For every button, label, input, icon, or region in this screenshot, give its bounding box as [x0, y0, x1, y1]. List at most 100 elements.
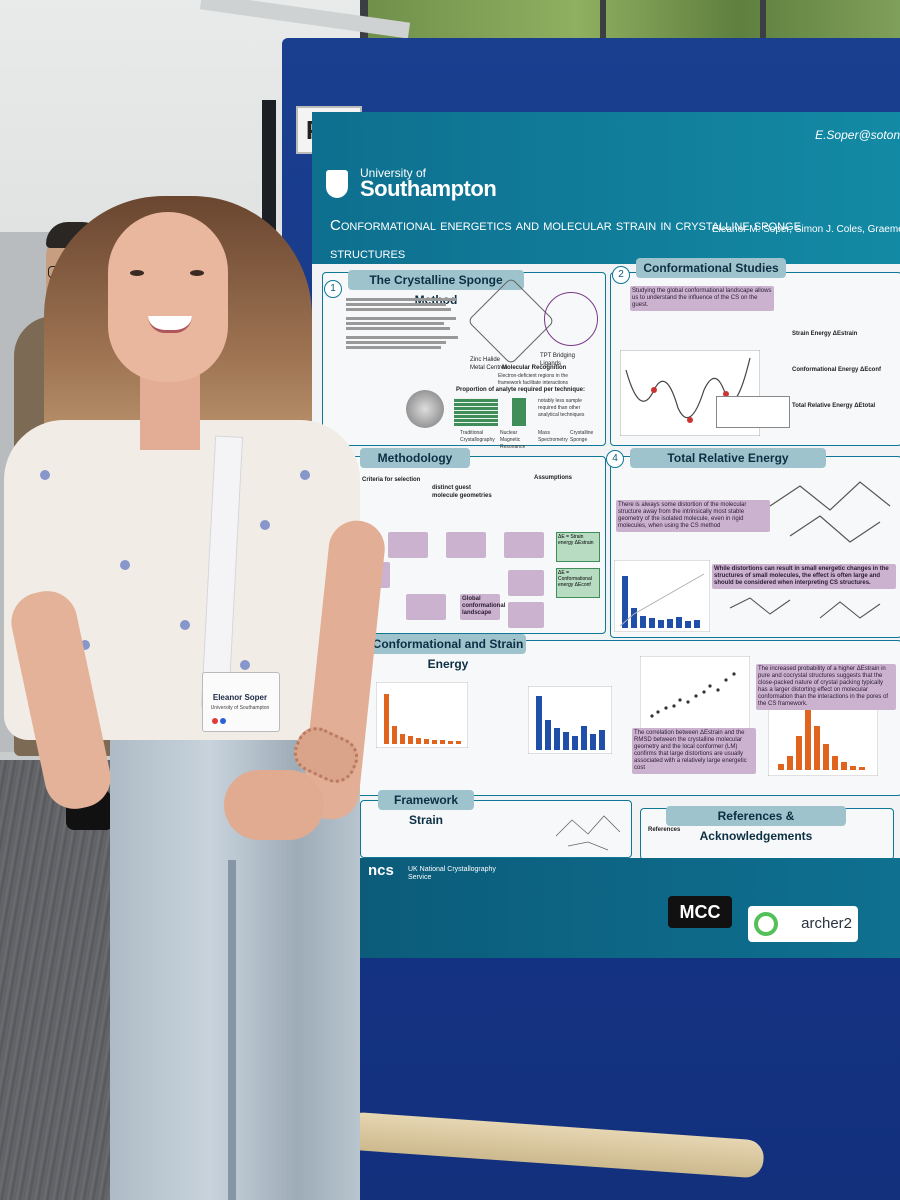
flower-print	[120, 560, 130, 570]
framework-molecule	[555, 815, 621, 851]
assumptions-label: Assumptions	[534, 475, 573, 481]
histogram-bar	[694, 620, 700, 628]
section-title: Total Relative Energy	[630, 448, 826, 468]
histogram-bar	[778, 764, 784, 770]
scatter-point	[672, 704, 676, 708]
scatter-point	[686, 700, 690, 704]
histogram-bar	[572, 736, 578, 750]
crystallography-grid	[454, 398, 498, 426]
histogram-bar	[631, 608, 637, 628]
section-title: The Crystalline Sponge Method	[348, 270, 524, 307]
histogram-bar	[649, 618, 655, 628]
histogram-bar	[440, 740, 445, 744]
notably-label: notably less sample required than other …	[538, 398, 585, 418]
histogram-bar	[581, 726, 587, 750]
histogram-bar	[832, 756, 838, 770]
technique-label: Crystalline Sponge	[570, 430, 594, 443]
histogram-bar	[392, 726, 397, 744]
histogram-bar	[424, 739, 429, 744]
section-title: References & Acknowledgements	[666, 806, 846, 843]
presenter-hands	[224, 770, 324, 840]
flower-print	[300, 470, 310, 480]
molecule-overlay	[769, 481, 891, 543]
university-prefix: University of	[360, 166, 427, 180]
histogram-bar	[545, 720, 551, 750]
histogram-bar	[384, 694, 389, 744]
university-name: Southampton	[360, 176, 497, 201]
strain-label: Strain Energy ΔEstrain	[792, 331, 858, 337]
flow-box	[388, 532, 428, 558]
histogram-bar	[640, 616, 646, 628]
histogram-bar	[805, 710, 811, 770]
flow-box	[508, 602, 544, 628]
crest-icon	[326, 170, 348, 198]
presenter-eye	[190, 270, 204, 276]
presenter-smile	[148, 316, 192, 333]
poster-authors: Eleanor M. Soper, Simon J. Coles, Graeme…	[712, 224, 900, 235]
histogram-bar	[658, 620, 664, 628]
scatter-point	[656, 710, 660, 714]
histogram-bar	[859, 767, 865, 770]
histogram-bar	[796, 736, 802, 770]
histogram-bar	[676, 617, 682, 628]
tpt-label: TPT Bridging Ligands	[540, 353, 575, 367]
tpt-ligand-diagram	[544, 292, 598, 346]
technique-label: Mass Spectrometry	[538, 430, 568, 443]
histogram-bar	[841, 762, 847, 770]
histogram-bar	[590, 734, 596, 750]
window-frame	[760, 0, 766, 50]
total-energy-histogram	[614, 560, 710, 632]
nmr-grid	[512, 398, 526, 426]
histogram-bar	[536, 696, 542, 750]
histogram-bar	[563, 732, 569, 750]
mcc-logo: MCC	[668, 896, 732, 928]
section-number: 2	[612, 266, 630, 284]
histogram-bar	[456, 741, 461, 744]
strain-energy-histogram-a	[376, 682, 468, 748]
poster-title-line2: structures	[330, 245, 406, 262]
presenter-face	[108, 212, 228, 382]
histogram-bar	[667, 619, 673, 628]
badge-org: University of Southampton	[210, 705, 270, 711]
presenter-eye	[130, 270, 144, 276]
section-title: Methodology	[360, 448, 470, 468]
plot-legend	[716, 396, 790, 428]
scatter-point	[650, 714, 654, 718]
flow-box	[446, 532, 486, 558]
histogram-bar	[448, 741, 453, 744]
section-title: Framework Strain	[378, 790, 474, 827]
badge-dot	[220, 718, 226, 724]
scatter-point	[708, 684, 712, 688]
flower-print	[80, 640, 90, 650]
references-label: References	[648, 827, 681, 833]
recognition-sub: Electron-deficient regions in the framew…	[498, 373, 569, 386]
correlation-note: The correlation between ΔEstrain and the…	[632, 728, 756, 774]
jeans-seam	[228, 860, 236, 1200]
sponge-crystal-icon	[406, 390, 444, 428]
histogram-bar	[850, 766, 856, 770]
presenter-neck	[140, 370, 200, 450]
scatter-point	[702, 690, 706, 694]
zinc-label: Zinc Halide Metal Centres	[470, 357, 508, 371]
ncs-subtitle: UK National Crystallography Service	[408, 866, 496, 881]
proportion-label: Proportion of analyte required per techn…	[456, 387, 586, 393]
scatter-point	[724, 678, 728, 682]
scatter-point	[716, 688, 720, 692]
histogram-bar	[400, 734, 405, 744]
flower-print	[240, 660, 250, 670]
distortions-note: While distortions can result in small en…	[712, 564, 896, 589]
flow-box	[504, 532, 544, 558]
poster-header	[312, 112, 900, 264]
histogram-bar	[814, 726, 820, 770]
histogram-bar	[823, 744, 829, 770]
histogram-bar	[432, 740, 437, 744]
technique-label: Nuclear Magnetic Resonance	[500, 430, 526, 450]
poster-title-line1: Conformational energetics and molecular …	[330, 217, 801, 234]
total-relative-label: Total Relative Energy ΔEtotal	[792, 403, 876, 409]
flower-print	[180, 620, 190, 630]
section-number: 4	[606, 450, 624, 468]
scatter-point	[694, 694, 698, 698]
distinct-label: distinct guest molecule geometries	[432, 485, 492, 499]
flower-print	[260, 520, 270, 530]
global-landscape-box: Global conformational landscape	[460, 594, 505, 620]
